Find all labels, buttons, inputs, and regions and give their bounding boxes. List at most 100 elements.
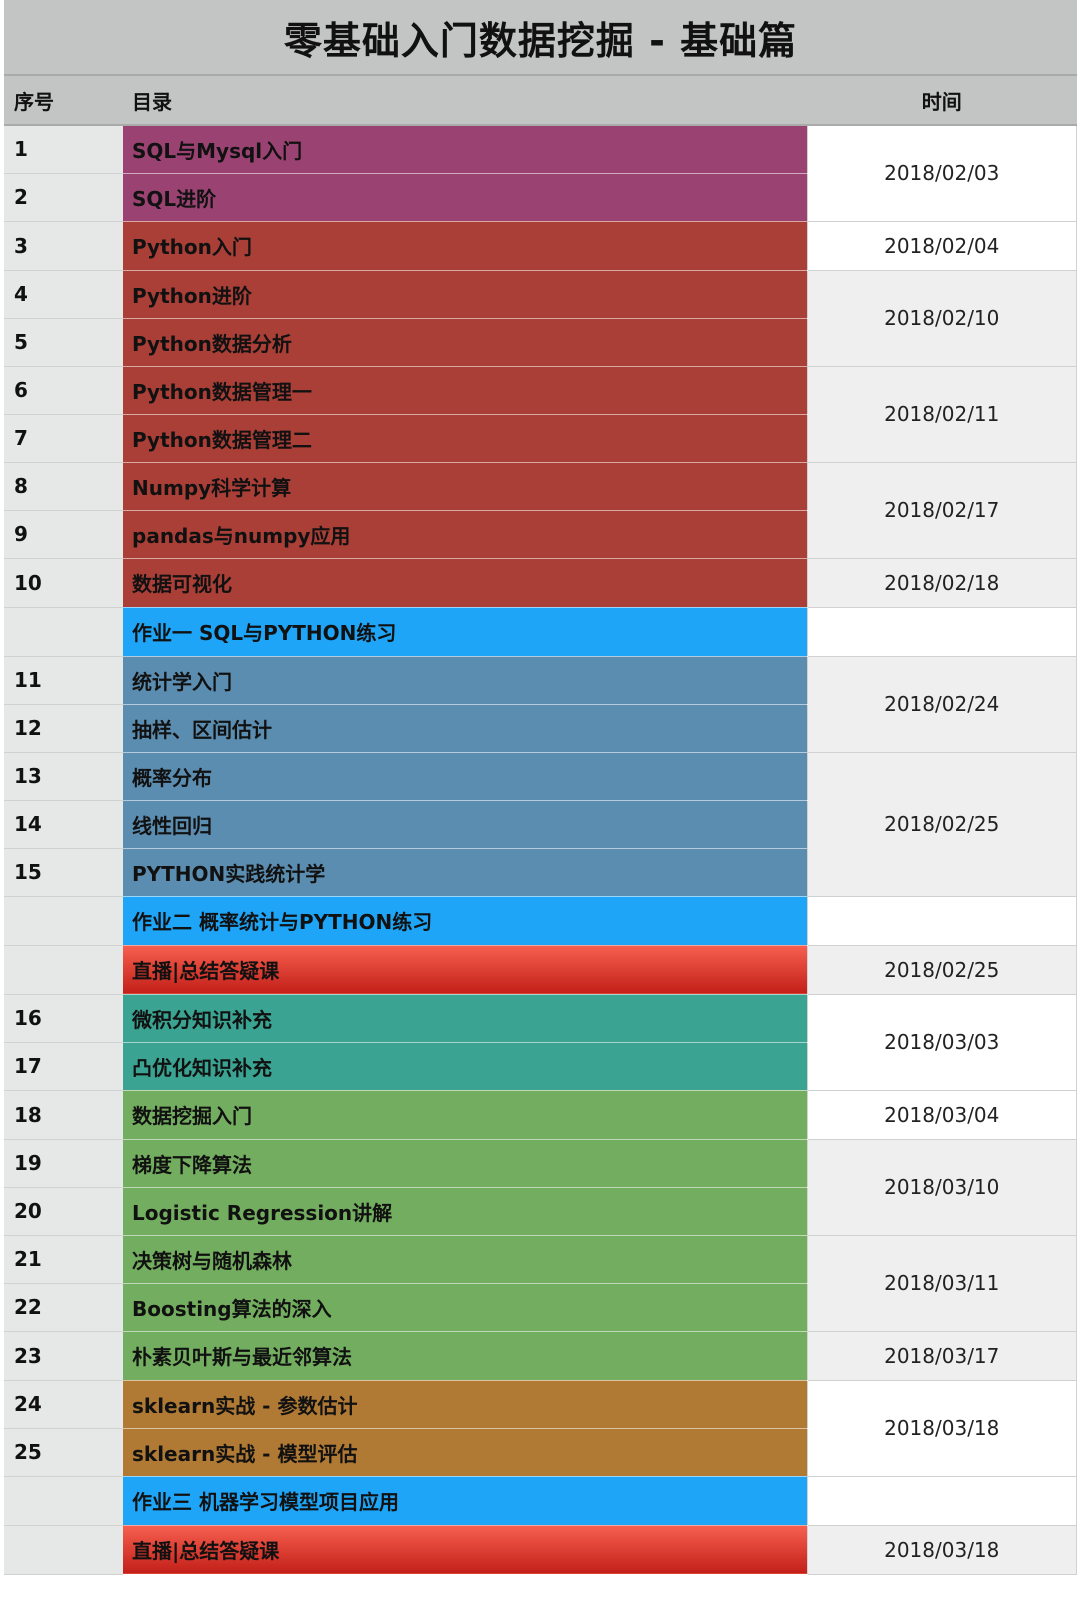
row-number: 20 — [4, 1187, 123, 1236]
row-number — [4, 607, 123, 657]
row-number — [4, 945, 123, 995]
row-title: 数据可视化 — [123, 558, 807, 608]
row-title: 作业三 机器学习模型项目应用 — [123, 1476, 807, 1526]
row-number: 22 — [4, 1283, 123, 1332]
schedule-sheet: 零基础入门数据挖掘 - 基础篇 序号 目录 时间 1 SQL与Mysql入门 201… — [4, 0, 1077, 1575]
table-row: 25 sklearn实战 - 模型评估 — [4, 1428, 1077, 1477]
row-title: 统计学入门 — [123, 656, 807, 705]
table-row: 作业三 机器学习模型项目应用 — [4, 1476, 1077, 1526]
row-title: PYTHON实践统计学 — [123, 848, 807, 897]
row-date: 2018/02/25 — [806, 752, 1077, 897]
row-number: 21 — [4, 1235, 123, 1284]
table-row: 19 梯度下降算法 2018/03/10 — [4, 1139, 1077, 1236]
row-number — [4, 1525, 123, 1575]
table-row: 9 pandas与numpy应用 — [4, 510, 1077, 559]
row-title: 决策树与随机森林 — [123, 1235, 807, 1284]
row-date: 2018/03/18 — [806, 1525, 1077, 1575]
row-title: SQL与Mysql入门 — [123, 125, 807, 174]
row-number — [4, 896, 123, 946]
row-title: 抽样、区间估计 — [123, 704, 807, 753]
row-date: 2018/03/04 — [806, 1090, 1077, 1140]
table-row: 14 线性回归 — [4, 800, 1077, 849]
row-date: 2018/02/18 — [806, 558, 1077, 608]
row-number: 16 — [4, 994, 123, 1043]
row-title: 直播|总结答疑课 — [123, 945, 807, 995]
row-number: 24 — [4, 1380, 123, 1429]
table-row: 作业二 概率统计与PYTHON练习 — [4, 896, 1077, 946]
row-date — [806, 1476, 1077, 1526]
row-number: 7 — [4, 414, 123, 463]
table-row: 7 Python数据管理二 — [4, 414, 1077, 463]
table-row: 1 SQL与Mysql入门 2018/02/03 — [4, 125, 1077, 222]
row-number: 18 — [4, 1090, 123, 1140]
table-row: 8 Numpy科学计算 2018/02/17 — [4, 462, 1077, 559]
header-num: 序号 — [4, 76, 123, 126]
row-date: 2018/02/04 — [806, 221, 1077, 271]
schedule-table: 序号 目录 时间 1 SQL与Mysql入门 2018/02/03 2 SQL进阶 3 Py… — [4, 76, 1077, 1575]
row-number: 9 — [4, 510, 123, 559]
table-row: 17 凸优化知识补充 — [4, 1042, 1077, 1091]
table-row: 15 PYTHON实践统计学 — [4, 848, 1077, 897]
sheet-title: 零基础入门数据挖掘 - 基础篇 — [4, 0, 1077, 76]
table-row: 2 SQL进阶 — [4, 173, 1077, 222]
row-date: 2018/02/11 — [806, 366, 1077, 463]
row-title: 朴素贝叶斯与最近邻算法 — [123, 1331, 807, 1381]
table-row: 10 数据可视化 2018/02/18 — [4, 558, 1077, 608]
row-number: 4 — [4, 270, 123, 319]
row-number: 10 — [4, 558, 123, 608]
table-row: 20 Logistic Regression讲解 — [4, 1187, 1077, 1236]
row-number: 5 — [4, 318, 123, 367]
table-row: 23 朴素贝叶斯与最近邻算法 2018/03/17 — [4, 1331, 1077, 1381]
row-number — [4, 1476, 123, 1526]
row-title: Python数据管理二 — [123, 414, 807, 463]
row-title: sklearn实战 - 模型评估 — [123, 1428, 807, 1477]
row-title: Python数据管理一 — [123, 366, 807, 415]
table-row: 作业一 SQL与PYTHON练习 — [4, 607, 1077, 657]
row-number: 6 — [4, 366, 123, 415]
row-date: 2018/02/24 — [806, 656, 1077, 753]
row-date: 2018/03/18 — [806, 1380, 1077, 1477]
row-title: sklearn实战 - 参数估计 — [123, 1380, 807, 1429]
row-title: pandas与numpy应用 — [123, 510, 807, 559]
row-number: 14 — [4, 800, 123, 849]
row-title: 梯度下降算法 — [123, 1139, 807, 1188]
header-row: 序号 目录 时间 — [4, 76, 1077, 126]
header-date: 时间 — [807, 76, 1077, 126]
row-number: 19 — [4, 1139, 123, 1188]
table-row: 5 Python数据分析 — [4, 318, 1077, 367]
table-row: 22 Boosting算法的深入 — [4, 1283, 1077, 1332]
row-number: 23 — [4, 1331, 123, 1381]
row-date: 2018/03/11 — [806, 1235, 1077, 1332]
row-title: 数据挖掘入门 — [123, 1090, 807, 1140]
row-date: 2018/02/10 — [806, 270, 1077, 367]
row-title: 概率分布 — [123, 752, 807, 801]
table-row: 直播|总结答疑课 2018/03/18 — [4, 1525, 1077, 1575]
row-number: 3 — [4, 221, 123, 271]
table-row: 直播|总结答疑课 2018/02/25 — [4, 945, 1077, 995]
row-number: 12 — [4, 704, 123, 753]
table-row: 21 决策树与随机森林 2018/03/11 — [4, 1235, 1077, 1332]
row-title: Numpy科学计算 — [123, 462, 807, 511]
row-title: Python入门 — [123, 221, 807, 271]
row-title: 作业一 SQL与PYTHON练习 — [123, 607, 807, 657]
row-date: 2018/03/17 — [806, 1331, 1077, 1381]
table-row: 11 统计学入门 2018/02/24 — [4, 656, 1077, 753]
table-row: 4 Python进阶 2018/02/10 — [4, 270, 1077, 367]
row-date: 2018/02/25 — [806, 945, 1077, 995]
row-date: 2018/02/17 — [806, 462, 1077, 559]
row-number: 1 — [4, 125, 123, 174]
header-title: 目录 — [123, 76, 807, 126]
row-title: 线性回归 — [123, 800, 807, 849]
row-date — [806, 607, 1077, 657]
row-date: 2018/03/10 — [806, 1139, 1077, 1236]
row-date: 2018/02/03 — [806, 125, 1077, 222]
table-row: 3 Python入门 2018/02/04 — [4, 221, 1077, 271]
row-title: Python数据分析 — [123, 318, 807, 367]
table-row: 16 微积分知识补充 2018/03/03 — [4, 994, 1077, 1091]
row-number: 25 — [4, 1428, 123, 1477]
row-number: 15 — [4, 848, 123, 897]
row-title: Logistic Regression讲解 — [123, 1187, 807, 1236]
row-title: 直播|总结答疑课 — [123, 1525, 807, 1575]
row-title: Boosting算法的深入 — [123, 1283, 807, 1332]
row-number: 2 — [4, 173, 123, 222]
